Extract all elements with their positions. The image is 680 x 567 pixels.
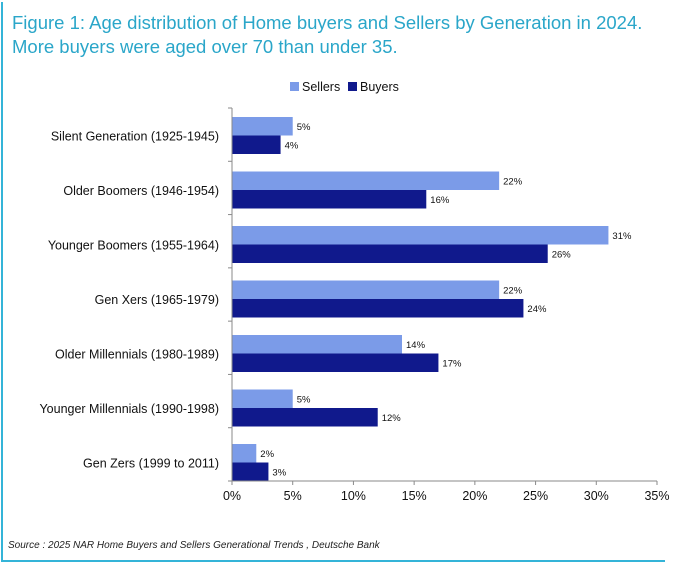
- data-label-sellers: 31%: [612, 231, 632, 242]
- category-label: Older Boomers (1946-1954): [63, 184, 219, 198]
- bar-buyers: [232, 135, 281, 154]
- data-label-sellers: 5%: [297, 122, 311, 133]
- bar-sellers: [232, 226, 609, 245]
- x-tick-label: 5%: [284, 489, 302, 503]
- category-label: Silent Generation (1925-1945): [51, 130, 219, 144]
- x-tick-label: 15%: [402, 489, 427, 503]
- bar-buyers: [232, 244, 548, 263]
- bar-buyers: [232, 353, 439, 372]
- bar-buyers: [232, 408, 378, 427]
- chart-subtitle: More buyers were aged over 70 than under…: [12, 36, 398, 57]
- frame-bottom-border: [1, 560, 665, 562]
- data-label-buyers: 4%: [285, 140, 299, 151]
- data-label-sellers: 2%: [260, 449, 274, 460]
- bar-sellers: [232, 171, 500, 190]
- data-label-sellers: 14%: [406, 340, 426, 351]
- x-tick-label: 10%: [341, 489, 366, 503]
- x-tick-label: 30%: [584, 489, 609, 503]
- x-tick-label: 0%: [223, 489, 241, 503]
- data-label-buyers: 17%: [442, 358, 462, 369]
- frame-left-border: [1, 2, 3, 562]
- data-label-sellers: 22%: [503, 285, 523, 296]
- bar-sellers: [232, 117, 293, 136]
- source-note: Source : 2025 NAR Home Buyers and Seller…: [8, 540, 380, 551]
- data-label-sellers: 22%: [503, 176, 523, 187]
- category-label: Younger Millennials (1990-1998): [39, 402, 219, 416]
- category-label: Older Millennials (1980-1989): [55, 348, 219, 362]
- data-label-sellers: 5%: [297, 394, 311, 405]
- bar-sellers: [232, 335, 402, 354]
- bar-sellers: [232, 389, 293, 408]
- data-label-buyers: 3%: [272, 467, 286, 478]
- bar-buyers: [232, 299, 524, 318]
- bar-chart: Sellers Buyers 5% 4% Silent Generation (1925…: [39, 80, 669, 503]
- bar-sellers: [232, 444, 257, 463]
- bar-buyers: [232, 190, 427, 209]
- data-label-buyers: 12%: [382, 413, 402, 424]
- data-label-buyers: 16%: [430, 195, 450, 206]
- x-tick-label: 25%: [523, 489, 548, 503]
- legend-label-sellers: Sellers: [302, 80, 340, 94]
- legend-swatch-sellers: [290, 82, 299, 91]
- data-label-buyers: 26%: [552, 249, 572, 260]
- chart-title: Figure 1: Age distribution of Home buyer…: [12, 12, 643, 33]
- legend-swatch-buyers: [348, 82, 357, 91]
- legend-label-buyers: Buyers: [360, 80, 399, 94]
- data-label-buyers: 24%: [527, 304, 547, 315]
- category-label: Gen Zers (1999 to 2011): [83, 457, 219, 471]
- category-label: Younger Boomers (1955-1964): [48, 239, 219, 253]
- bar-buyers: [232, 462, 269, 481]
- category-label: Gen Xers (1965-1979): [95, 293, 219, 307]
- bar-sellers: [232, 280, 500, 299]
- x-tick-label: 35%: [644, 489, 669, 503]
- x-tick-label: 20%: [462, 489, 487, 503]
